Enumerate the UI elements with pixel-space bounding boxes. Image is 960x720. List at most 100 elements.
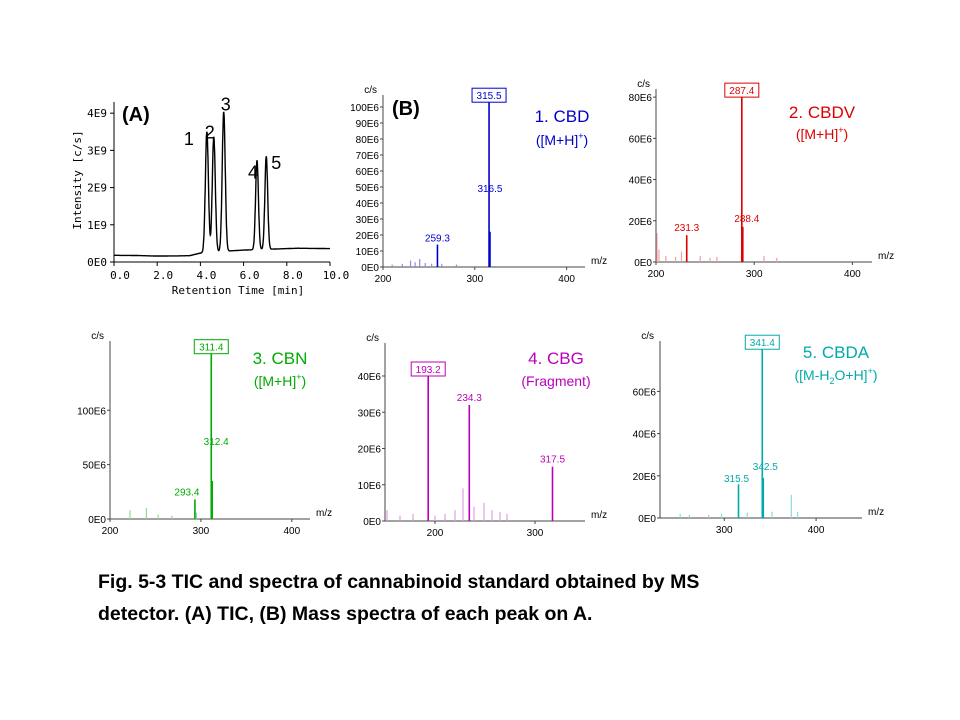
cbdv-x-tick-label: 300 <box>746 269 763 280</box>
cbd-y-tick-label: 30E6 <box>356 215 380 226</box>
cbd-subtitle-sup: + <box>578 131 583 141</box>
cbn-peak-label: 312.4 <box>204 437 229 448</box>
cbn-subtitle-end: ) <box>301 373 306 389</box>
cbd-y-axis-label: c/s <box>364 85 377 96</box>
cbda-subtitle-end: ) <box>873 367 878 383</box>
panel-a-label: (A) <box>122 104 150 126</box>
cbda-subtitle-main: ([M-H <box>794 367 829 383</box>
cbg-x-tick-label: 200 <box>427 528 444 539</box>
figure-caption: Fig. 5-3 TIC and spectra of cannabinoid … <box>98 566 918 630</box>
tic-y-tick-label: 1E9 <box>87 219 107 232</box>
cbn-subtitle-main: ([M+H] <box>254 373 296 389</box>
cbg-y-tick-label: 40E6 <box>358 372 382 383</box>
cbda-y-tick-label: 40E6 <box>633 430 657 441</box>
cbg-y-tick-label: 30E6 <box>358 408 382 419</box>
cbn-x-tick-label: 400 <box>283 526 300 537</box>
cbda-y-tick-label: 20E6 <box>633 472 657 483</box>
cbdv-peak-label: 287.4 <box>729 86 754 97</box>
cbg-subtitle-main: (Fragment) <box>521 373 590 389</box>
cbda-subtitle-sub: 2 <box>829 376 834 386</box>
tic-x-tick-label: 4.0 <box>196 269 216 282</box>
cbda-y-tick-label: 0E0 <box>638 514 656 525</box>
cbdv-title: 2. CBDV <box>789 103 856 122</box>
tic-x-tick-label: 10.0 <box>323 269 350 282</box>
cbdv-y-tick-label: 80E6 <box>629 93 653 104</box>
cbda-x-tick-label: 300 <box>716 525 733 536</box>
tic-chart: (A) Intensity [c/s] Retention Time [min]… <box>71 94 349 297</box>
cbda-y-axis-label: c/s <box>641 331 654 342</box>
cbd-peak-label: 259.3 <box>425 234 450 245</box>
cbda-peak-label: 315.5 <box>724 474 749 485</box>
cbn-y-tick-label: 50E6 <box>83 461 107 472</box>
cbn-x-axis-label: m/z <box>316 508 332 519</box>
cbdv-y-axis-label: c/s <box>637 79 650 90</box>
cbg-peak-label: 317.5 <box>540 455 565 466</box>
cbdv-y-tick-label: 0E0 <box>634 258 652 269</box>
cbd-spectrum: c/s m/z 0E0 10E6 20E6 30E6 40E6 50E6 60E6 70E6 80E… <box>350 85 607 285</box>
cbdv-subtitle: ([M+H]+) <box>796 125 848 142</box>
cbn-x-tick-label: 200 <box>102 526 119 537</box>
cbd-subtitle: ([M+H]+) <box>536 131 588 148</box>
tic-x-axis-label: Retention Time [min] <box>172 284 304 297</box>
cbg-y-tick-label: 10E6 <box>358 481 382 492</box>
cbd-peak-label-box <box>471 87 507 103</box>
tic-peak-label: 2 <box>205 123 215 143</box>
cbdv-subtitle-main: ([M+H] <box>796 126 838 142</box>
cbd-y-tick-label: 0E0 <box>361 263 379 274</box>
cbdv-spectrum: c/s m/z 0E0 20E6 40E6 60E6 80E6 200 300 400 287.4 2… <box>629 79 894 280</box>
cbda-title: 5. CBDA <box>803 343 870 362</box>
cbn-peak-label: 293.4 <box>174 487 199 498</box>
cbd-peak-label: 316.5 <box>477 184 502 195</box>
cbda-subtitle-after-sub: O+H] <box>835 367 868 383</box>
cbd-y-tick-label: 90E6 <box>356 119 380 130</box>
cbg-peak-label-box <box>410 361 446 377</box>
cbn-y-axis-label: c/s <box>91 331 104 342</box>
cbda-peak-label-box <box>744 334 780 350</box>
cbdv-y-tick-label: 20E6 <box>629 217 653 228</box>
cbn-spectrum: c/s m/z 0E0 50E6 100E6 200 300 400 311.4 312.4 293… <box>77 331 332 537</box>
tic-y-tick-label: 3E9 <box>87 144 107 157</box>
cbd-peak-label: 315.5 <box>477 91 502 102</box>
cbd-x-tick-label: 300 <box>466 274 483 285</box>
cbd-y-tick-label: 70E6 <box>356 151 380 162</box>
cbdv-peak-label-box <box>724 82 760 98</box>
cbd-y-tick-label: 20E6 <box>356 231 380 242</box>
tic-peak-label: 1 <box>184 129 194 149</box>
cbda-y-tick-label: 60E6 <box>633 387 657 398</box>
tic-y-tick-label: 4E9 <box>87 107 107 120</box>
cbn-subtitle: ([M+H]+) <box>254 372 306 389</box>
cbn-x-tick-label: 300 <box>193 526 210 537</box>
cbd-y-tick-label: 40E6 <box>356 199 380 210</box>
cbg-x-axis-label: m/z <box>591 510 607 521</box>
cbd-y-tick-label: 100E6 <box>350 103 379 114</box>
figure-canvas: (A) Intensity [c/s] Retention Time [min]… <box>71 79 894 539</box>
cbn-y-tick-label: 0E0 <box>88 515 106 526</box>
cbd-y-tick-label: 80E6 <box>356 135 380 146</box>
cbda-spectrum: c/s m/z 0E0 20E6 40E6 60E6 300 400 341.4 342.5 315… <box>633 331 884 536</box>
cbg-peak-label: 234.3 <box>457 393 482 404</box>
cbd-x-axis-label: m/z <box>591 256 607 267</box>
cbda-subtitle: ([M-H2O+H]+) <box>794 366 877 386</box>
cbd-x-tick-label: 400 <box>558 274 575 285</box>
tic-x-tick-label: 8.0 <box>283 269 303 282</box>
cbda-peak-label: 342.5 <box>753 462 778 473</box>
cbg-subtitle: (Fragment) <box>521 373 590 389</box>
cbda-x-tick-label: 400 <box>808 525 825 536</box>
cbdv-x-tick-label: 400 <box>844 269 861 280</box>
cbg-y-axis-label: c/s <box>366 333 379 344</box>
cbdv-x-axis-label: m/z <box>878 251 894 262</box>
cbda-x-axis-label: m/z <box>868 507 884 518</box>
tic-peak-label: 5 <box>271 153 281 173</box>
cbd-subtitle-main: ([M+H] <box>536 132 578 148</box>
tic-x-tick-label: 6.0 <box>240 269 260 282</box>
cbd-subtitle-end: ) <box>583 132 588 148</box>
tic-x-tick-label: 0.0 <box>110 269 130 282</box>
tic-trace <box>114 111 330 257</box>
cbn-peak-label-box <box>193 339 229 355</box>
panel-b-label: (B) <box>392 98 420 120</box>
cbdv-peak-label: 231.3 <box>674 223 699 234</box>
caption-line-1: Fig. 5-3 TIC and spectra of cannabinoid … <box>98 571 700 593</box>
tic-x-tick-label: 2.0 <box>153 269 173 282</box>
cbd-y-tick-label: 60E6 <box>356 167 380 178</box>
cbd-x-tick-label: 200 <box>375 274 392 285</box>
